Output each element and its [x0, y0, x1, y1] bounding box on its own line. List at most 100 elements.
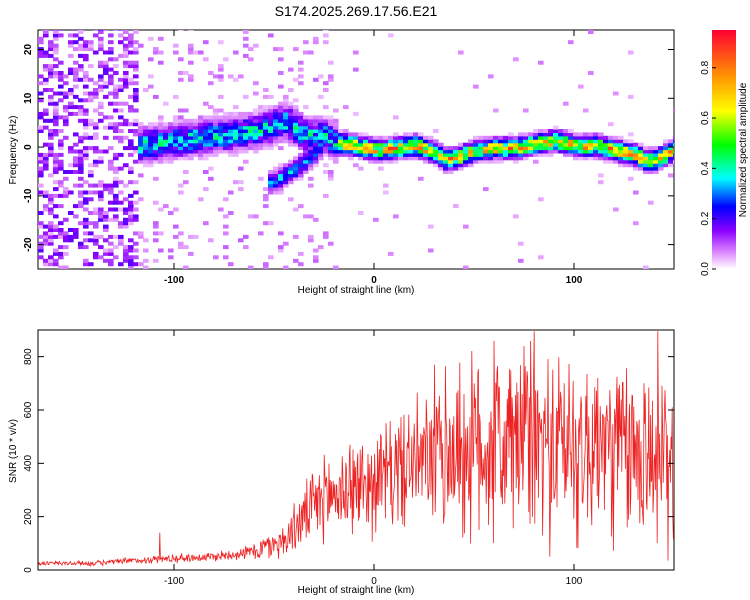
- spectrogram-cell: [198, 152, 204, 157]
- spectrogram-cell: [263, 193, 269, 198]
- spectrogram-cell: [283, 173, 289, 178]
- spectrogram-cell: [243, 132, 249, 137]
- spectrogram-cell: [153, 122, 159, 127]
- spectrogram-cell: [578, 142, 584, 147]
- spectrogram-cell: [658, 156, 664, 161]
- spectrogram-cell: [208, 135, 214, 140]
- spectrogram-cell: [58, 84, 64, 89]
- spectrogram-cell: [238, 135, 244, 140]
- spectrogram-cell: [103, 217, 109, 222]
- spectrogram-cell: [223, 122, 229, 127]
- spectrogram-cell: [228, 125, 234, 130]
- spectrogram-cell: [278, 111, 284, 116]
- spectrogram-cell: [648, 163, 654, 168]
- spectrogram-cell: [98, 217, 104, 222]
- spectrogram-cell: [83, 156, 89, 161]
- spectrogram-cell: [323, 132, 329, 137]
- spectrogram-cell: [233, 132, 239, 137]
- spectrogram-cell: [288, 132, 294, 137]
- spectrogram-cell: [273, 173, 279, 178]
- spectrogram-cell: [168, 125, 174, 130]
- spectrogram-cell: [318, 149, 324, 154]
- spectrogram-cell: [113, 176, 119, 181]
- spectrogram-cell: [173, 152, 179, 157]
- spectrogram-cell: [308, 156, 314, 161]
- spectrogram-cell: [668, 156, 674, 161]
- spectrogram-cell: [278, 122, 284, 127]
- spectrogram-cell: [58, 115, 64, 120]
- spectrogram-cell: [573, 146, 579, 151]
- spectrogram-cell: [98, 193, 104, 198]
- spectrogram-cell: [553, 129, 559, 133]
- spectrogram-cell: [43, 53, 49, 58]
- spectrogram-cell: [393, 214, 399, 219]
- spectrogram-cell: [308, 142, 314, 147]
- spectrogram-cell: [248, 111, 254, 116]
- spectrogram-cell: [293, 176, 299, 181]
- spectrogram-cell: [128, 139, 134, 144]
- spectrogram-cell: [628, 176, 634, 181]
- spectrogram-cell: [368, 139, 374, 144]
- spectrogram-cell: [188, 118, 194, 123]
- spectrogram-cell: [418, 132, 424, 137]
- spectrogram-cell: [138, 135, 144, 140]
- spectrogram-cell: [423, 142, 429, 147]
- spectrogram-cell: [393, 159, 399, 164]
- spectrogram-cell: [233, 142, 239, 147]
- spectrogram-cell: [318, 125, 324, 130]
- spectrogram-cell: [328, 241, 334, 246]
- spectrogram-cell: [313, 258, 319, 263]
- spectrogram-cell: [478, 142, 484, 147]
- spectrogram-cell: [343, 142, 349, 147]
- spectrogram-cell: [93, 122, 99, 127]
- spectrogram-cell: [123, 50, 129, 55]
- spectrogram-cell: [268, 170, 274, 174]
- spectrogram-cell: [533, 159, 539, 164]
- spectrogram-cell: [373, 135, 379, 140]
- spectrogram-cell: [73, 231, 79, 236]
- spectrogram-cell: [583, 146, 589, 151]
- spectrogram-cell: [353, 142, 359, 147]
- spectrogram-cell: [198, 146, 204, 151]
- spectrogram-cell: [358, 166, 364, 171]
- spectrogram-cell: [543, 139, 549, 144]
- spectrogram-cell: [78, 163, 84, 168]
- spectrogram-cell: [498, 142, 504, 147]
- spectrogram-cell: [618, 135, 624, 140]
- spectrogram-cell: [43, 156, 49, 161]
- spectrogram-cell: [153, 47, 159, 52]
- spectrogram-cell: [113, 193, 119, 198]
- spectrogram-cell: [73, 71, 79, 75]
- spectrogram-cell: [103, 224, 109, 229]
- spectrogram-cell: [423, 135, 429, 140]
- spectrogram-cell: [93, 125, 99, 130]
- spectrogram-cell: [228, 115, 234, 120]
- spectrogram-cell: [53, 258, 59, 263]
- spectrogram-cell: [78, 135, 84, 140]
- spectrogram-cell: [633, 163, 639, 168]
- spectrogram-cell: [88, 190, 94, 195]
- spectrogram-cell: [48, 241, 54, 246]
- spectrogram-cell: [273, 125, 279, 130]
- spectrogram-cell: [223, 255, 229, 260]
- spectrogram-cell: [488, 142, 494, 147]
- spectrogram-cell: [628, 139, 634, 144]
- spectrogram-cell: [388, 146, 394, 151]
- spectrogram-cell: [143, 132, 149, 137]
- spectrogram-cell: [338, 146, 344, 151]
- spectrogram-cell: [593, 152, 599, 157]
- spectrogram-cell: [138, 142, 144, 147]
- spectrogram-cell: [188, 251, 194, 256]
- spectrogram-cell: [223, 149, 229, 154]
- spectrogram-cell: [38, 125, 44, 130]
- spectrogram-cell: [408, 146, 414, 151]
- spectrogram-cell: [333, 132, 339, 137]
- spectrogram-cell: [313, 163, 319, 168]
- spectrogram-cell: [363, 146, 369, 151]
- spectrogram-cell: [648, 166, 654, 171]
- spectrogram-cell: [323, 129, 329, 133]
- spectrogram-cell: [303, 115, 309, 120]
- spectrogram-cell: [438, 156, 444, 161]
- spectrogram-cell: [363, 156, 369, 161]
- spectrogram-cell: [123, 224, 129, 229]
